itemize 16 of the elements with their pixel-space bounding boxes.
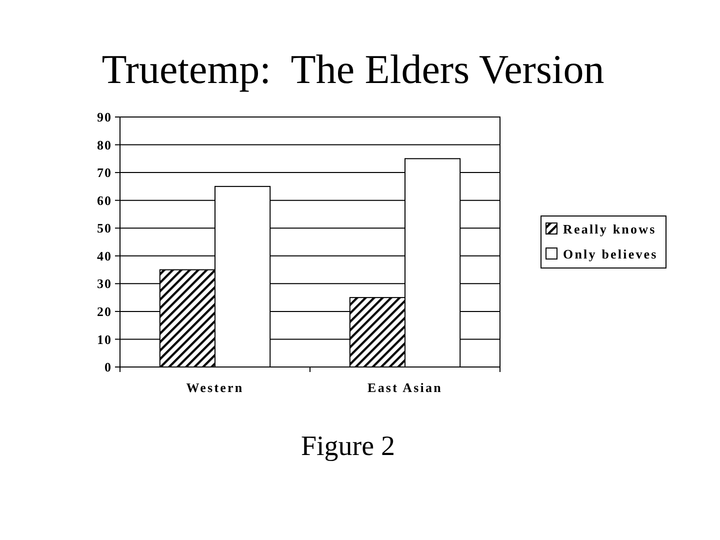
x-tick-label: Western: [186, 380, 244, 395]
y-tick-label: 0: [104, 360, 112, 375]
y-tick-label: 20: [97, 304, 112, 319]
y-tick-label: 50: [97, 220, 112, 236]
legend-label: Really knows: [563, 222, 656, 237]
y-tick-label: 10: [97, 332, 112, 347]
y-tick-label: 90: [97, 110, 112, 125]
y-tick-label: 30: [97, 276, 112, 292]
legend-label: Only believes: [563, 246, 658, 262]
y-tick-label: 80: [97, 137, 112, 152]
chart-title: Truetemp: The Elders Version: [102, 46, 604, 92]
y-tick-label: 60: [97, 192, 112, 208]
caption: Figure 2: [300, 431, 396, 462]
x-tick-label: East Asian: [368, 380, 442, 395]
y-tick-label: 40: [97, 248, 112, 264]
y-tick-label: 70: [97, 165, 112, 180]
